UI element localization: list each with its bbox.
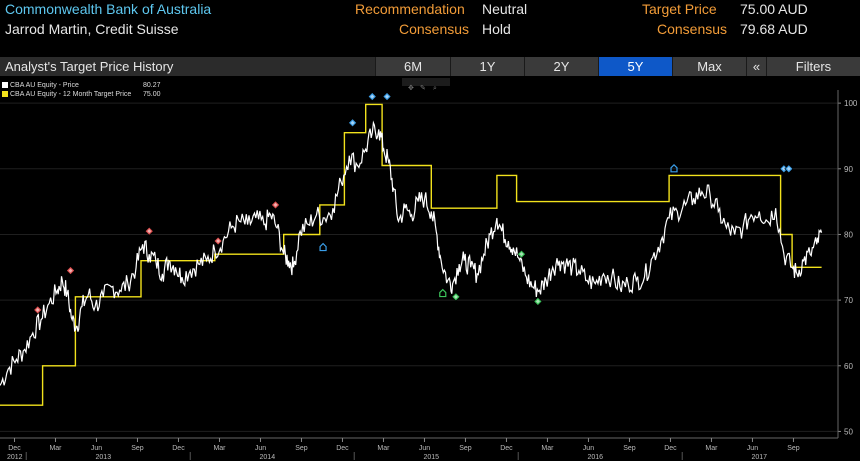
chart-toolbar: Analyst's Target Price History 6M 1Y 2Y … — [0, 57, 860, 76]
x-year-label: 2017 — [751, 454, 767, 461]
recommendation-marker — [439, 288, 447, 298]
consensus-rating-value: Hold — [482, 21, 511, 37]
legend-swatch-target — [2, 91, 8, 97]
svg-text:✥: ✥ — [408, 84, 414, 91]
x-tick-label: Jun — [747, 445, 758, 452]
consensus-price-label: Consensus — [657, 21, 728, 37]
y-tick-label: 50 — [844, 427, 853, 436]
recommendation-marker-inner — [453, 294, 458, 299]
recommendation-marker-inner — [781, 166, 786, 171]
analyst-name: Jarrod Martin, Credit Suisse — [5, 21, 179, 37]
x-tick-label: Mar — [213, 445, 226, 452]
recommendation-marker-inner — [68, 268, 73, 273]
collapse-button[interactable]: « — [746, 57, 766, 76]
chart-legend: CBA AU Equity - Price 80.27 CBA AU Equit… — [2, 81, 161, 99]
range-max-button[interactable]: Max — [672, 57, 746, 76]
x-tick-label: Dec — [500, 445, 513, 452]
target-price-line — [0, 103, 822, 406]
chart-mini-toolbar: ✥ ✎ ⌕ — [402, 78, 450, 92]
recommendation-value: Neutral — [482, 1, 528, 17]
legend-swatch-price — [2, 82, 8, 88]
svg-text:⌕: ⌕ — [433, 84, 437, 91]
header-row-2: Jarrod Martin, Credit Suisse Consensus H… — [0, 20, 860, 38]
target-price-value: 75.00 AUD — [740, 1, 808, 17]
recommendation-marker-inner — [147, 229, 152, 234]
target-price-chart: 50 60 70 80 90 100 Dec Mar Jun Sep Dec Mar Jun Sep Dec… — [0, 90, 858, 461]
legend-label-price: CBA AU Equity - Price — [10, 82, 79, 89]
legend-label-target: CBA AU Equity - 12 Month Target Price — [10, 91, 132, 98]
header-row-1: Commonwealth Bank of Australia Recommend… — [0, 0, 860, 18]
x-year-label: 2012 — [7, 454, 23, 461]
y-tick-label: 70 — [844, 296, 853, 305]
recommendation-marker-inner — [350, 120, 355, 125]
recommendation-marker-inner — [535, 299, 540, 304]
recommendation-marker-inner — [35, 307, 40, 312]
y-tick-label: 90 — [844, 165, 853, 174]
x-tick-label: Mar — [49, 445, 62, 452]
legend-value-price: 80.27 — [143, 82, 161, 89]
chart-title: Analyst's Target Price History — [5, 59, 174, 74]
recommendation-marker-inner — [273, 202, 278, 207]
recommendation-marker-inner — [519, 252, 524, 257]
x-tick-label: Sep — [459, 445, 472, 452]
x-tick-label: Dec — [8, 445, 21, 452]
legend-item-target[interactable]: CBA AU Equity - 12 Month Target Price 75… — [2, 90, 161, 99]
legend-value-target: 75.00 — [143, 91, 161, 98]
x-tick-label: Sep — [131, 445, 144, 452]
y-tick-label: 100 — [844, 99, 858, 108]
x-tick-label: Sep — [295, 445, 308, 452]
svg-text:✎: ✎ — [420, 84, 426, 91]
x-tick-label: Dec — [664, 445, 677, 452]
y-tick-label: 80 — [844, 230, 853, 239]
x-tick-label: Mar — [377, 445, 390, 452]
x-tick-label: Jun — [255, 445, 266, 452]
x-tick-label: Jun — [419, 445, 430, 452]
x-tick-label: Mar — [705, 445, 718, 452]
range-6m-button[interactable]: 6M — [375, 57, 450, 76]
x-year-label: 2014 — [260, 454, 276, 461]
x-tick-label: Sep — [787, 445, 800, 452]
consensus-rating-label: Consensus — [399, 21, 470, 37]
x-tick-label: Dec — [336, 445, 349, 452]
x-year-label: 2016 — [588, 454, 604, 461]
x-year-label: 2013 — [96, 454, 112, 461]
company-name[interactable]: Commonwealth Bank of Australia — [5, 1, 212, 17]
x-tick-label: Dec — [172, 445, 185, 452]
range-1y-button[interactable]: 1Y — [450, 57, 524, 76]
x-year-label: 2015 — [424, 454, 440, 461]
recommendation-marker-inner — [385, 94, 390, 99]
recommendation-marker-inner — [786, 166, 791, 171]
recommendation-marker — [670, 163, 678, 173]
y-tick-label: 60 — [844, 362, 853, 371]
legend-item-price[interactable]: CBA AU Equity - Price 80.27 — [2, 81, 161, 90]
recommendation-marker — [319, 242, 327, 252]
target-price-label: Target Price — [642, 1, 717, 17]
filters-button[interactable]: Filters — [766, 57, 860, 76]
x-tick-label: Sep — [623, 445, 636, 452]
recommendation-marker-inner — [370, 94, 375, 99]
range-5y-button[interactable]: 5Y — [598, 57, 672, 76]
range-2y-button[interactable]: 2Y — [524, 57, 598, 76]
x-tick-label: Jun — [583, 445, 594, 452]
x-tick-label: Mar — [541, 445, 554, 452]
price-line — [0, 120, 823, 386]
recommendation-label: Recommendation — [355, 1, 465, 17]
chart-tool-icons[interactable]: ✥ ✎ ⌕ — [402, 83, 450, 92]
recommendation-marker-inner — [216, 239, 221, 244]
consensus-price-value: 79.68 AUD — [740, 21, 808, 37]
x-tick-label: Jun — [91, 445, 102, 452]
